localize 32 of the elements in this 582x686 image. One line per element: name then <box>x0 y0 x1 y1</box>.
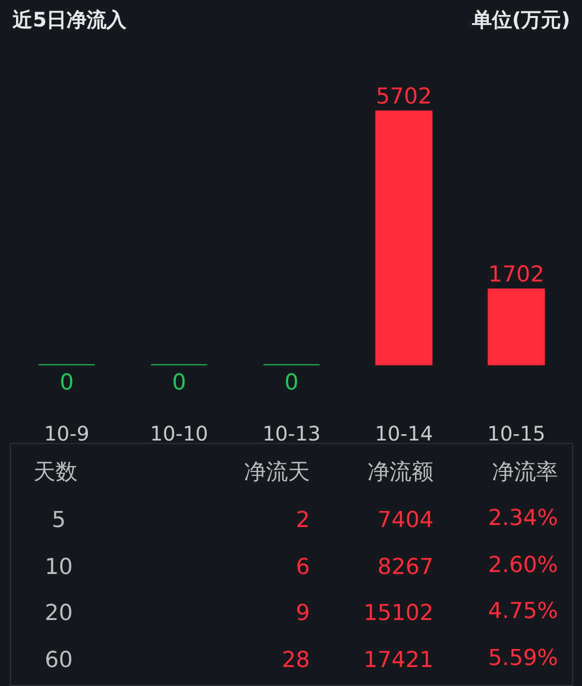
data-label: 0 <box>172 370 186 396</box>
text: 17421 <box>363 648 434 673</box>
text: 净流率 <box>492 460 558 485</box>
x-tick-label: 10-10 <box>150 422 208 446</box>
data-label: 0 <box>60 370 74 396</box>
text: 28 <box>282 648 310 673</box>
text: 2 <box>296 508 310 533</box>
x-tick-label: 10-13 <box>262 422 321 446</box>
data-label: 5702 <box>376 84 432 110</box>
text: 净流额 <box>367 460 434 485</box>
data-label: 1702 <box>488 262 544 288</box>
chart-subtitle: 单位(万元) <box>470 8 570 32</box>
text: 9 <box>296 601 310 626</box>
text: 5 <box>52 508 66 533</box>
text: 15102 <box>363 601 434 626</box>
text: 6 <box>296 555 310 580</box>
text: 天数 <box>34 460 78 485</box>
text: 净流天 <box>244 460 310 485</box>
text: 4.75% <box>488 599 558 624</box>
text: 7404 <box>377 508 434 533</box>
text: 2.34% <box>488 506 558 531</box>
x-tick-label: 10-9 <box>44 422 90 446</box>
text: 5.59% <box>488 646 558 671</box>
chart-title: 近5日净流入 <box>12 8 128 32</box>
text: 8267 <box>377 555 434 580</box>
text: 20 <box>44 601 73 626</box>
x-tick-label: 10-14 <box>374 422 433 446</box>
text: 2.60% <box>488 553 558 578</box>
text: 10 <box>44 555 73 580</box>
x-tick-label: 10-15 <box>487 422 546 446</box>
text: 60 <box>44 648 73 673</box>
data-label: 0 <box>284 370 298 396</box>
